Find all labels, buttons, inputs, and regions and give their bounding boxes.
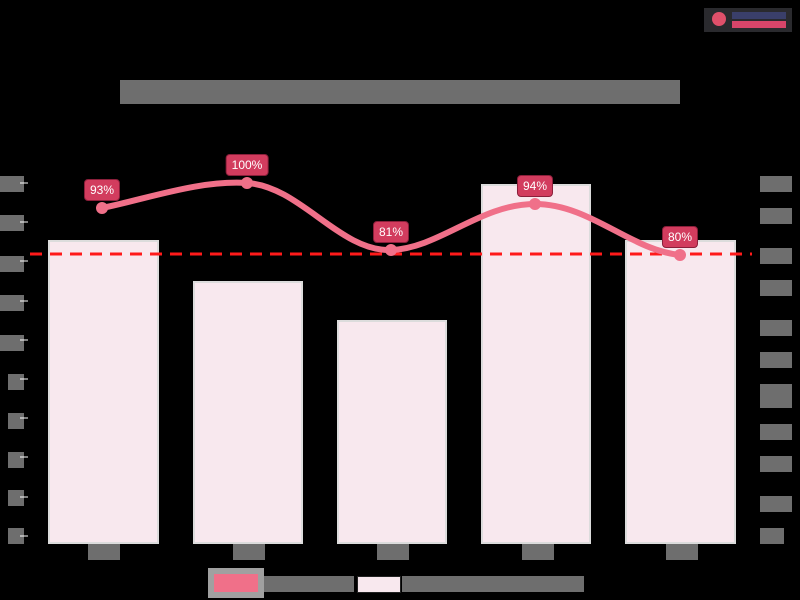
legend-line-swatch bbox=[208, 568, 264, 598]
right-tick-label bbox=[760, 176, 792, 192]
legend-label-bar bbox=[402, 576, 584, 592]
left-tick-label bbox=[8, 452, 24, 468]
right-tick-label bbox=[760, 352, 792, 368]
right-tick-label bbox=[760, 280, 792, 296]
data-label: 94% bbox=[516, 175, 554, 197]
logo-text-bottom bbox=[732, 21, 786, 28]
x-tick-label bbox=[666, 544, 698, 560]
right-tick-label bbox=[760, 528, 784, 544]
data-label: 81% bbox=[372, 221, 410, 243]
brand-logo bbox=[704, 8, 792, 32]
left-tick-label bbox=[0, 256, 24, 272]
left-tick-label bbox=[0, 176, 24, 192]
right-tick-label bbox=[760, 320, 792, 336]
x-tick-label bbox=[88, 544, 120, 560]
logo-icon bbox=[712, 12, 726, 26]
x-tick-label bbox=[522, 544, 554, 560]
x-tick-label bbox=[377, 544, 409, 560]
legend-label-line bbox=[264, 576, 354, 592]
legend-bar-swatch bbox=[357, 576, 401, 593]
right-tick-label bbox=[760, 208, 792, 224]
logo-text-top bbox=[732, 12, 786, 19]
left-tick-label bbox=[8, 528, 24, 544]
bar-3 bbox=[337, 320, 447, 544]
left-tick-label bbox=[8, 413, 24, 429]
x-tick-label bbox=[233, 544, 265, 560]
axis-ticks bbox=[20, 182, 28, 537]
right-tick-label bbox=[760, 496, 792, 512]
left-tick-label bbox=[8, 490, 24, 506]
data-label: 100% bbox=[225, 154, 269, 176]
chart-title-redacted bbox=[120, 80, 680, 104]
left-tick-label bbox=[0, 335, 24, 351]
right-tick-label bbox=[760, 456, 792, 472]
bar-5 bbox=[625, 240, 736, 544]
left-tick-label bbox=[8, 374, 24, 390]
bar-1 bbox=[48, 240, 159, 544]
right-tick-label bbox=[760, 424, 792, 440]
right-tick-label bbox=[760, 248, 792, 264]
data-label: 80% bbox=[661, 226, 699, 248]
bar-4 bbox=[481, 184, 591, 544]
bar-2 bbox=[193, 281, 303, 544]
data-label: 93% bbox=[83, 179, 121, 201]
left-tick-label bbox=[0, 295, 24, 311]
left-tick-label bbox=[0, 215, 24, 231]
right-tick-label bbox=[760, 384, 792, 408]
